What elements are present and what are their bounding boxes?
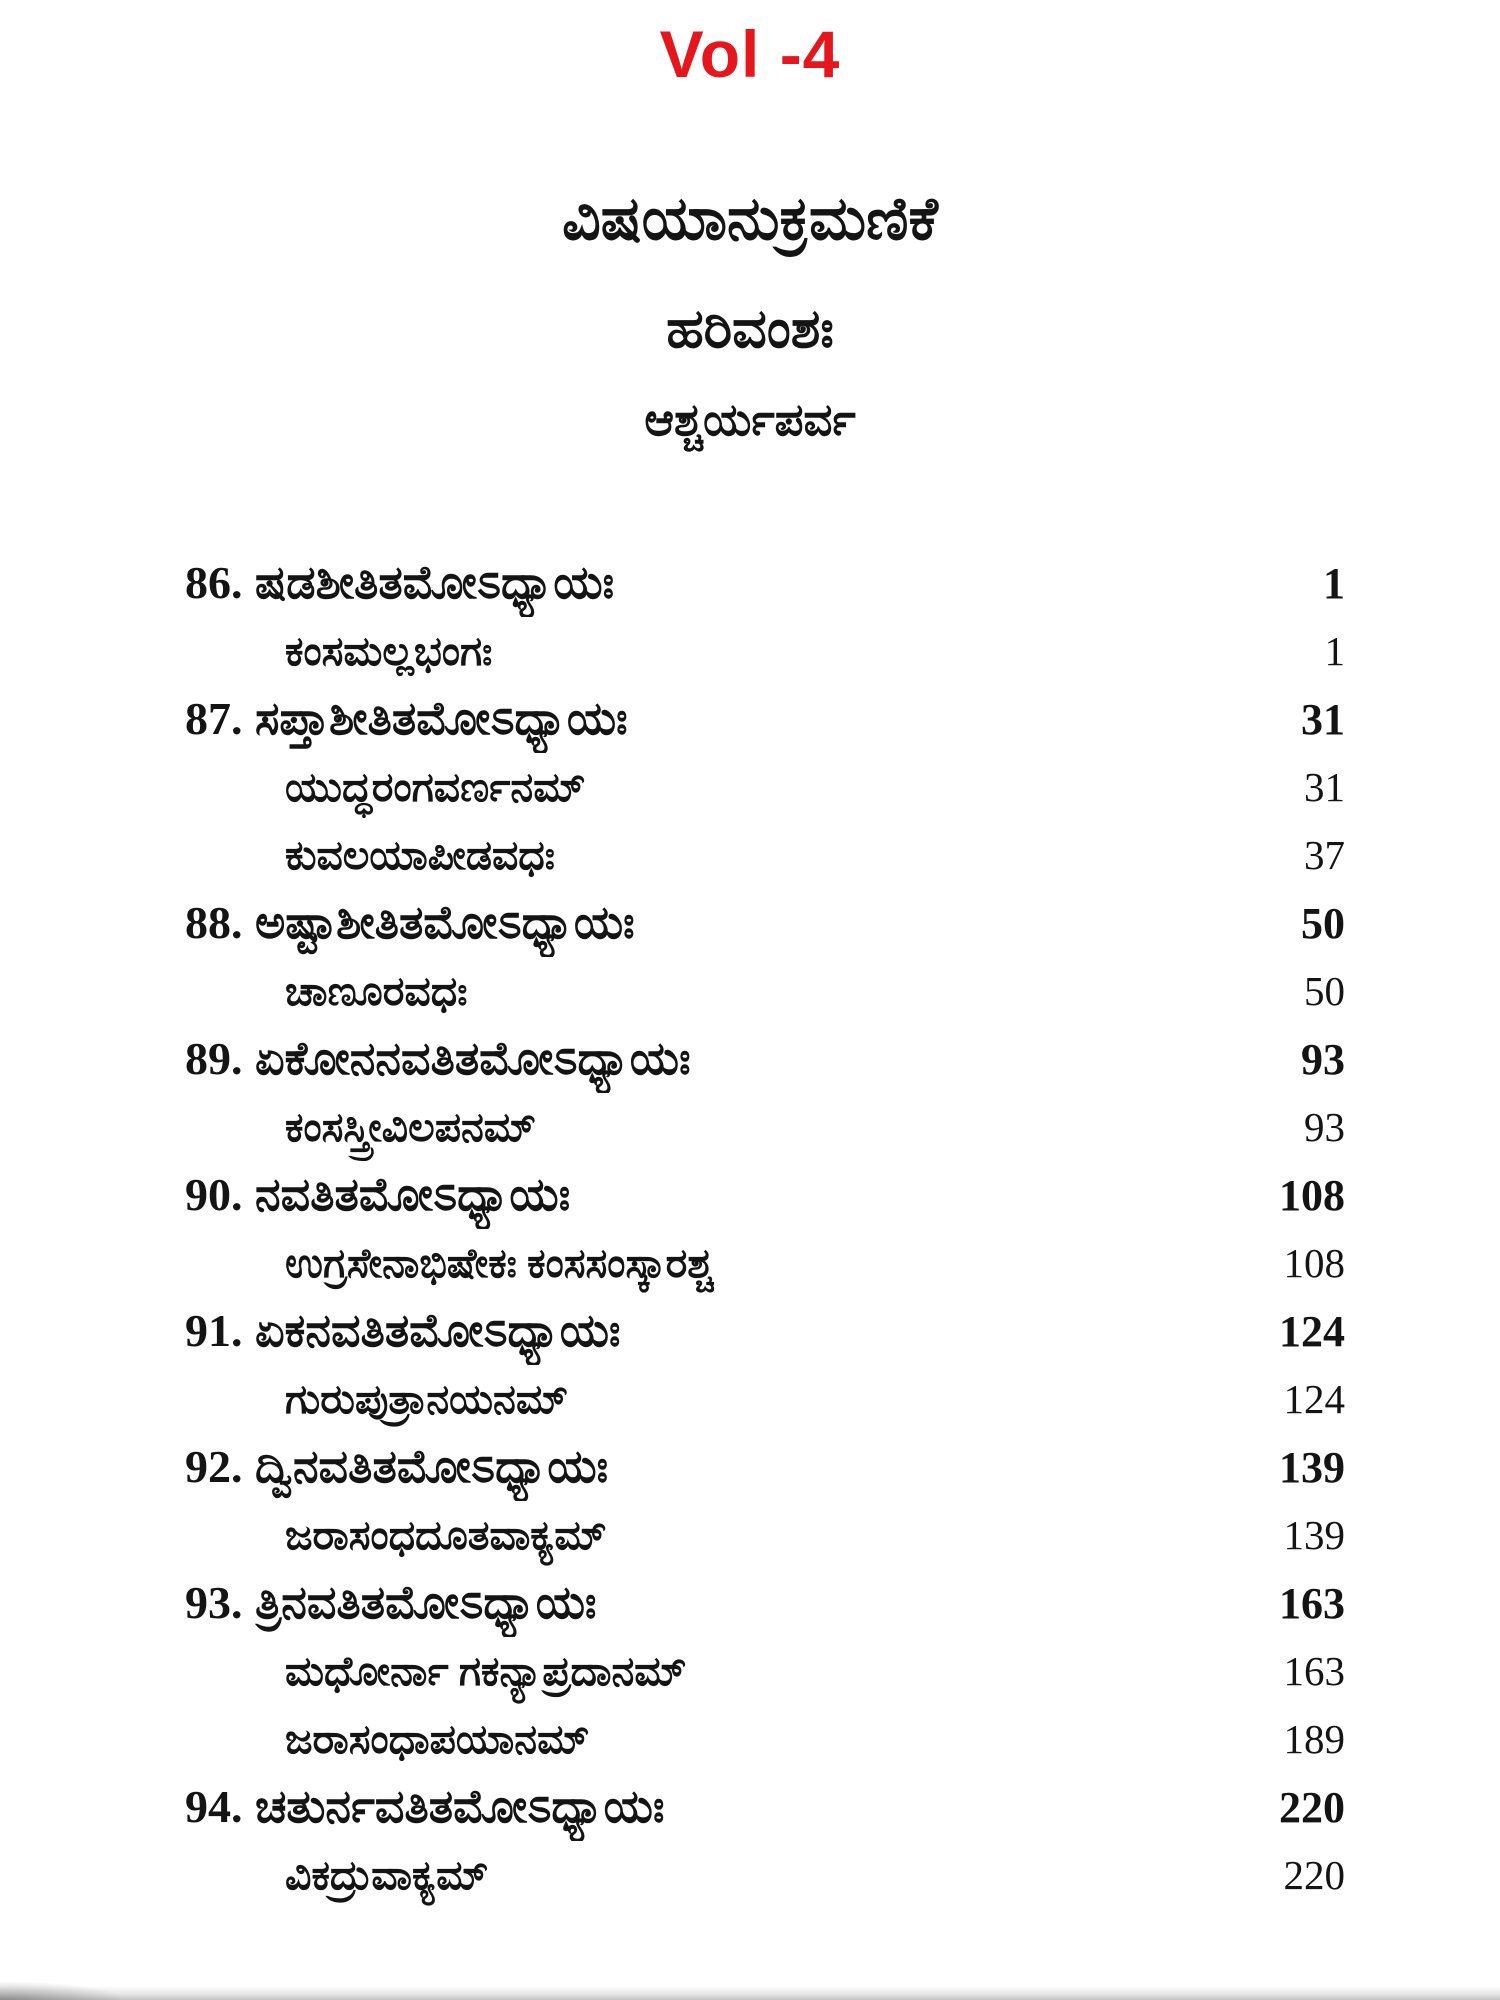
toc-entry-row: 94. ಚತುರ್ನವತಿತಮೋಽಧ್ಯಾಯಃ 220 <box>185 1773 1345 1841</box>
sub-entry-title: ಜರಾಸಂಧದೂತವಾಕ್ಯಮ್ <box>285 1512 607 1558</box>
toc-sub-row: ಕುವಲಯಾಪೀಡವಧಃ 37 <box>185 821 1345 889</box>
toc-sub-row: ವಿಕದ್ರುವಾಕ್ಯಮ್ 220 <box>185 1841 1345 1909</box>
entry-number: 93. <box>185 1577 243 1628</box>
entry-page: 124 <box>1279 1307 1345 1356</box>
toc-sub-row: ಜರಾಸಂಧಾಪಯಾನಮ್ 189 <box>185 1705 1345 1773</box>
toc-sub-row: ಜರಾಸಂಧದೂತವಾಕ್ಯಮ್ 139 <box>185 1501 1345 1569</box>
sub-entry-title: ಮಧೋರ್ನಾ ಗಕನ್ಯಾಪ್ರದಾನಮ್ <box>285 1648 687 1694</box>
toc-sub-row: ಯುದ್ಧರಂಗವರ್ಣನಮ್ 31 <box>185 753 1345 821</box>
toc-entry-row: 90. ನವತಿತಮೋಽಧ್ಯಾಯಃ 108 <box>185 1161 1345 1229</box>
toc-sub-row: ಉಗ್ರಸೇನಾಭಿಷೇಕಃ ಕಂಸಸಂಸ್ಕಾರಶ್ಚ 108 <box>185 1229 1345 1297</box>
sub-entry-page: 163 <box>1283 1648 1346 1694</box>
sub-entry-title: ಚಾಣೂರವಧಃ <box>285 968 468 1014</box>
entry-page: 220 <box>1279 1783 1345 1832</box>
entry-number: 90. <box>185 1169 243 1220</box>
entry-page: 163 <box>1279 1579 1345 1628</box>
toc-entry-row: 89. ಏಕೋನನವತಿತಮೋಽಧ್ಯಾಯಃ 93 <box>185 1025 1345 1093</box>
entry-number: 87. <box>185 693 243 744</box>
entry-title: ದ್ವಿನವತಿತಮೋಽಧ್ಯಾಯಃ <box>255 1441 609 1492</box>
toc-sub-row: ಮಧೋರ್ನಾ ಗಕನ್ಯಾಪ್ರದಾನಮ್ 163 <box>185 1637 1345 1705</box>
entry-number: 92. <box>185 1441 243 1492</box>
entry-page: 50 <box>1301 899 1345 948</box>
toc-entry-row: 91. ಏಕನವತಿತಮೋಽಧ್ಯಾಯಃ 124 <box>185 1297 1345 1365</box>
toc-entry-row: 93. ತ್ರಿನವತಿತಮೋಽಧ್ಯಾಯಃ 163 <box>185 1569 1345 1637</box>
toc-entry-row: 87. ಸಪ್ತಾಶೀತಿತಮೋಽಧ್ಯಾಯಃ 31 <box>185 685 1345 753</box>
entry-page: 31 <box>1301 695 1345 744</box>
sub-entry-page: 139 <box>1283 1512 1346 1558</box>
toc-entry-row: 92. ದ್ವಿನವತಿತಮೋಽಧ್ಯಾಯಃ 139 <box>185 1433 1345 1501</box>
sub-entry-title: ಕಂಸಸ್ತ್ರೀವಿಲಪನಮ್ <box>285 1104 537 1150</box>
scan-edge-artifact <box>0 1986 1500 2000</box>
entry-title: ಷಡಶೀತಿತಮೋಽಧ್ಯಾಯಃ <box>255 557 615 608</box>
sub-entry-title: ಉಗ್ರಸೇನಾಭಿಷೇಕಃ ಕಂಸಸಂಸ್ಕಾರಶ್ಚ <box>285 1240 714 1286</box>
entry-number: 89. <box>185 1033 243 1084</box>
entry-title: ಏಕೋನನವತಿತಮೋಽಧ್ಯಾಯಃ <box>255 1033 691 1084</box>
sub-entry-title: ವಿಕದ್ರುವಾಕ್ಯಮ್ <box>285 1852 489 1898</box>
book-title: ಹರಿವಂಶಃ <box>666 299 834 359</box>
sub-entry-title: ಯುದ್ಧರಂಗವರ್ಣನಮ್ <box>285 764 586 810</box>
toc-sub-row: ಚಾಣೂರವಧಃ 50 <box>185 957 1345 1025</box>
sub-entry-page: 31 <box>1304 764 1345 810</box>
toc-heading: ವಿಷಯಾನುಕ್ರಮಣಿಕೆ <box>562 186 938 252</box>
entry-number: 88. <box>185 897 243 948</box>
sub-entry-title: ಜರಾಸಂಧಾಪಯಾನಮ್ <box>285 1716 590 1762</box>
toc-entry-row: 88. ಅಷ್ಟಾಶೀತಿತಮೋಽಧ್ಯಾಯಃ 50 <box>185 889 1345 957</box>
entry-number: 94. <box>185 1781 243 1832</box>
toc-sub-row: ಕಂಸಮಲ್ಲಭಂಗಃ 1 <box>185 617 1345 685</box>
toc-entry-row: 86. ಷಡಶೀತಿತಮೋಽಧ್ಯಾಯಃ 1 <box>185 549 1345 617</box>
sub-entry-title: ಗುರುಪುತ್ರಾನಯನಮ್ <box>285 1376 569 1422</box>
sub-entry-page: 108 <box>1283 1240 1346 1286</box>
entry-title: ತ್ರಿನವತಿತಮೋಽಧ್ಯಾಯಃ <box>255 1577 597 1628</box>
toc-list: 86. ಷಡಶೀತಿತಮೋಽಧ್ಯಾಯಃ 1 ಕಂಸಮಲ್ಲಭಂಗಃ 1 87. ಸಪ್ತಾ… <box>185 549 1345 1909</box>
toc-sub-row: ಕಂಸಸ್ತ್ರೀವಿಲಪನಮ್ 93 <box>185 1093 1345 1161</box>
entry-title: ಅಷ್ಟಾಶೀತಿತಮೋಽಧ್ಯಾಯಃ <box>255 897 635 948</box>
scan-corner-artifact <box>0 1982 120 2000</box>
sub-entry-page: 189 <box>1283 1716 1346 1762</box>
volume-label: Vol -4 <box>659 17 841 91</box>
entry-title: ಚತುರ್ನವತಿತಮೋಽಧ್ಯಾಯಃ <box>255 1781 665 1832</box>
sub-entry-page: 50 <box>1304 968 1345 1014</box>
entry-title: ಏಕನವತಿತಮೋಽಧ್ಯಾಯಃ <box>255 1305 621 1356</box>
entry-number: 86. <box>185 557 243 608</box>
sub-entry-page: 37 <box>1304 832 1345 878</box>
sub-entry-title: ಕಂಸಮಲ್ಲಭಂಗಃ <box>285 628 493 674</box>
sub-entry-page: 93 <box>1304 1104 1345 1150</box>
entry-page: 93 <box>1301 1035 1345 1084</box>
entry-title: ನವತಿತಮೋಽಧ್ಯಾಯಃ <box>255 1169 571 1220</box>
sub-entry-title: ಕುವಲಯಾಪೀಡವಧಃ <box>285 832 555 878</box>
entry-number: 91. <box>185 1305 243 1356</box>
parva-title: ಆಶ್ಚರ್ಯಪರ್ವ <box>644 395 856 445</box>
sub-entry-page: 124 <box>1283 1376 1346 1422</box>
entry-page: 108 <box>1279 1171 1345 1220</box>
entry-page: 1 <box>1323 559 1345 608</box>
entry-title: ಸಪ್ತಾಶೀತಿತಮೋಽಧ್ಯಾಯಃ <box>255 693 628 744</box>
toc-sub-row: ಗುರುಪುತ್ರಾನಯನಮ್ 124 <box>185 1365 1345 1433</box>
sub-entry-page: 220 <box>1283 1852 1346 1898</box>
sub-entry-page: 1 <box>1324 628 1346 674</box>
entry-page: 139 <box>1279 1443 1345 1492</box>
